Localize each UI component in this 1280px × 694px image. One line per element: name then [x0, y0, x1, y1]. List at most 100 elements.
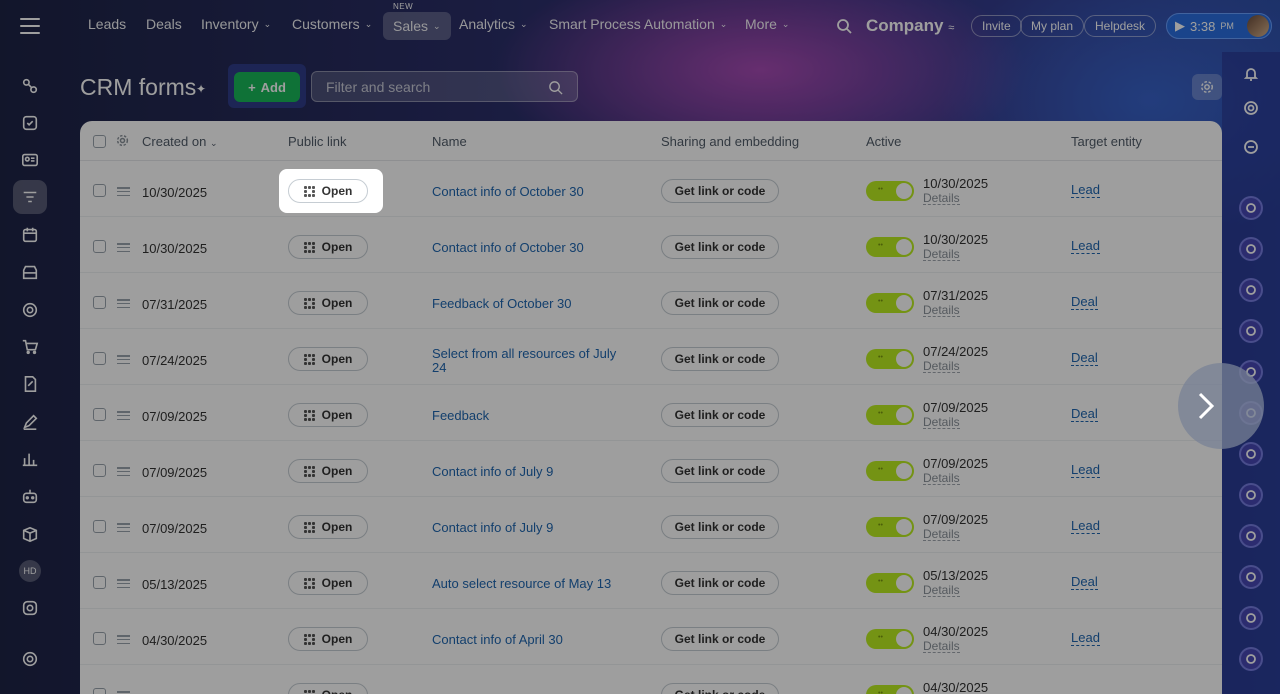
nav-inventory[interactable]: Inventory ⌄: [201, 16, 271, 32]
details-link[interactable]: Details: [923, 359, 960, 373]
contact-avatar-icon[interactable]: [1239, 647, 1263, 671]
drag-handle-icon[interactable]: [117, 411, 130, 420]
form-name-link[interactable]: Auto select resource of May 13: [432, 576, 612, 591]
active-toggle[interactable]: ••: [866, 573, 914, 593]
active-toggle[interactable]: ••: [866, 461, 914, 481]
connections-icon[interactable]: [13, 69, 47, 103]
pen-icon[interactable]: [13, 405, 47, 439]
contact-avatar-icon[interactable]: [1239, 237, 1263, 261]
get-link-button[interactable]: Get link or code: [661, 235, 779, 259]
chat-icon[interactable]: [1239, 135, 1263, 159]
active-toggle[interactable]: ••: [866, 629, 914, 649]
details-link[interactable]: Details: [923, 639, 960, 653]
row-checkbox[interactable]: [93, 576, 106, 589]
details-link[interactable]: Details: [923, 247, 960, 261]
contact-avatar-icon[interactable]: [1239, 319, 1263, 343]
row-checkbox[interactable]: [93, 520, 106, 533]
search-icon[interactable]: [836, 18, 852, 34]
row-checkbox[interactable]: [93, 296, 106, 309]
contact-avatar-icon[interactable]: [1239, 524, 1263, 548]
form-name-link[interactable]: Contact info of October 30: [432, 184, 584, 199]
drag-handle-icon[interactable]: [117, 579, 130, 588]
target-entity-link[interactable]: Lead: [1071, 238, 1100, 254]
form-name-link[interactable]: Contact info of July 9: [432, 464, 554, 479]
details-link[interactable]: Details: [923, 527, 960, 541]
store-icon[interactable]: [13, 255, 47, 289]
details-link[interactable]: Details: [923, 471, 960, 485]
form-name-link[interactable]: Select from all resources of July 24: [432, 346, 617, 375]
row-checkbox[interactable]: [93, 632, 106, 645]
get-link-button[interactable]: Get link or code: [661, 459, 779, 483]
drag-handle-icon[interactable]: [117, 243, 130, 252]
drag-handle-icon[interactable]: [117, 187, 130, 196]
calendar-icon[interactable]: [13, 218, 47, 252]
nav-deals[interactable]: Deals: [146, 16, 182, 32]
nav-smart-process-automation[interactable]: Smart Process Automation ⌄: [549, 16, 727, 32]
next-arrow-button[interactable]: [1178, 363, 1264, 449]
pin-icon[interactable]: ✦: [196, 82, 207, 96]
get-link-button[interactable]: Get link or code: [661, 179, 779, 203]
drag-handle-icon[interactable]: [117, 691, 130, 694]
nav-leads[interactable]: Leads: [88, 16, 126, 32]
nav-analytics[interactable]: Analytics ⌄: [459, 16, 528, 32]
settings-icon[interactable]: [13, 642, 47, 676]
get-link-button[interactable]: Get link or code: [661, 347, 779, 371]
drag-handle-icon[interactable]: [117, 355, 130, 364]
row-checkbox[interactable]: [93, 184, 106, 197]
target-entity-link[interactable]: Lead: [1071, 518, 1100, 534]
open-public-link-button[interactable]: Open: [288, 347, 368, 371]
helpdesk-button[interactable]: Helpdesk: [1084, 15, 1157, 37]
contact-avatar-icon[interactable]: [1239, 442, 1263, 466]
contact-avatar-icon[interactable]: [1239, 278, 1263, 302]
active-toggle[interactable]: ••: [866, 237, 914, 257]
drag-handle-icon[interactable]: [117, 467, 130, 476]
page-settings-button[interactable]: [1192, 74, 1222, 100]
contact-avatar-icon[interactable]: [1239, 483, 1263, 507]
user-avatar[interactable]: [1247, 15, 1269, 37]
column-public-link[interactable]: Public link: [288, 134, 347, 149]
open-public-link-button[interactable]: Open: [288, 571, 368, 595]
column-sharing[interactable]: Sharing and embedding: [661, 134, 800, 149]
company-name[interactable]: Company ≈: [866, 16, 954, 36]
form-name-link[interactable]: Feedback of October 30: [432, 296, 572, 311]
row-checkbox[interactable]: [93, 408, 106, 421]
time-tracker-button[interactable]: ▶ 3:38 PM: [1166, 13, 1272, 39]
bar-chart-icon[interactable]: [13, 442, 47, 476]
open-public-link-button[interactable]: Open: [288, 627, 368, 651]
form-name-link[interactable]: Contact info of October 30: [432, 240, 584, 255]
my-plan-button[interactable]: My plan: [1020, 15, 1085, 37]
column-created-on[interactable]: Created on ⌄: [142, 134, 218, 149]
gear-icon[interactable]: [116, 134, 129, 147]
row-checkbox[interactable]: [93, 464, 106, 477]
robot-icon[interactable]: [13, 479, 47, 513]
box-icon[interactable]: [13, 517, 47, 551]
target-entity-link[interactable]: Deal: [1071, 574, 1098, 590]
get-link-button[interactable]: Get link or code: [661, 683, 779, 694]
get-link-button[interactable]: Get link or code: [661, 627, 779, 651]
target-entity-link[interactable]: Deal: [1071, 406, 1098, 422]
column-name[interactable]: Name: [432, 134, 467, 149]
target-entity-link[interactable]: Deal: [1071, 294, 1098, 310]
nav-customers[interactable]: Customers ⌄: [292, 16, 372, 32]
open-public-link-button[interactable]: Open: [288, 179, 368, 203]
avatar[interactable]: HD: [13, 554, 47, 588]
camera-icon[interactable]: [13, 591, 47, 625]
target-entity-link[interactable]: Lead: [1071, 462, 1100, 478]
drag-handle-icon[interactable]: [117, 299, 130, 308]
active-toggle[interactable]: ••: [866, 349, 914, 369]
open-public-link-button[interactable]: Open: [288, 291, 368, 315]
copilot-icon[interactable]: [1239, 96, 1263, 120]
target-entity-link[interactable]: Lead: [1071, 182, 1100, 198]
select-all-checkbox[interactable]: [93, 135, 106, 148]
add-button[interactable]: + Add: [234, 72, 300, 102]
drag-handle-icon[interactable]: [117, 635, 130, 644]
cart-icon[interactable]: [13, 330, 47, 364]
notifications-icon[interactable]: [1239, 62, 1263, 86]
column-target-entity[interactable]: Target entity: [1071, 134, 1142, 149]
active-toggle[interactable]: ••: [866, 685, 914, 694]
open-public-link-button[interactable]: Open: [288, 683, 368, 694]
nav-more[interactable]: More ⌄: [745, 16, 789, 32]
filter-search-input[interactable]: Filter and search: [311, 71, 578, 102]
contact-avatar-icon[interactable]: [1239, 606, 1263, 630]
target-icon[interactable]: [13, 293, 47, 327]
